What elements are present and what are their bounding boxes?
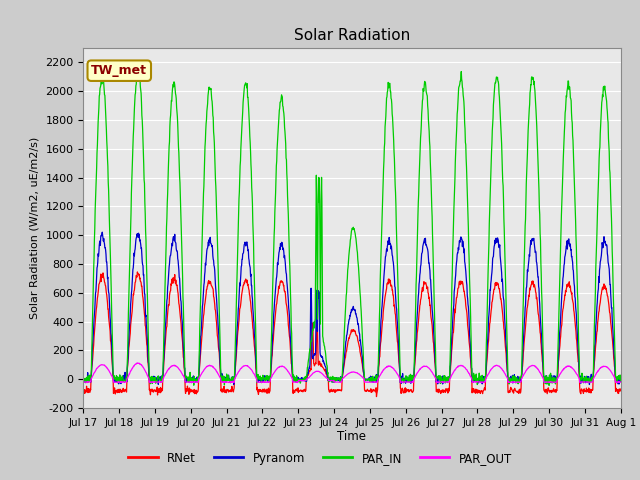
RNet bbox=[506, 386, 514, 392]
PAR_IN bbox=[199, 204, 207, 210]
Line: PAR_OUT: PAR_OUT bbox=[83, 363, 621, 383]
PAR_IN bbox=[134, 62, 141, 68]
X-axis label: Time: Time bbox=[337, 431, 367, 444]
Text: TW_met: TW_met bbox=[92, 64, 147, 77]
PAR_OUT bbox=[200, 368, 207, 374]
PAR_OUT bbox=[554, 375, 561, 381]
Pyranom bbox=[259, 378, 267, 384]
PAR_OUT bbox=[506, 379, 514, 385]
Line: PAR_IN: PAR_IN bbox=[83, 65, 621, 385]
PAR_OUT bbox=[617, 379, 625, 385]
Pyranom bbox=[79, 374, 87, 380]
PAR_IN bbox=[259, 374, 267, 380]
RNet bbox=[554, 373, 561, 379]
RNet bbox=[372, 394, 380, 399]
Y-axis label: Solar Radiation (W/m2, uE/m2/s): Solar Radiation (W/m2, uE/m2/s) bbox=[29, 137, 40, 319]
RNet bbox=[617, 386, 625, 392]
PAR_IN bbox=[506, 375, 514, 381]
PAR_IN bbox=[79, 379, 87, 385]
RNet bbox=[79, 387, 87, 393]
PAR_OUT bbox=[260, 379, 268, 385]
PAR_OUT bbox=[148, 380, 156, 385]
PAR_OUT bbox=[436, 379, 444, 385]
PAR_IN bbox=[436, 376, 444, 382]
PAR_IN bbox=[186, 370, 194, 375]
Title: Solar Radiation: Solar Radiation bbox=[294, 28, 410, 43]
PAR_IN bbox=[617, 373, 625, 379]
Pyranom bbox=[586, 382, 593, 387]
Pyranom bbox=[617, 376, 625, 382]
RNet bbox=[199, 318, 207, 324]
RNet bbox=[186, 387, 194, 393]
PAR_OUT bbox=[134, 360, 141, 366]
PAR_OUT bbox=[187, 379, 195, 384]
PAR_IN bbox=[545, 383, 553, 388]
RNet bbox=[436, 388, 444, 394]
Pyranom bbox=[554, 376, 561, 382]
Legend: RNet, Pyranom, PAR_IN, PAR_OUT: RNet, Pyranom, PAR_IN, PAR_OUT bbox=[124, 447, 516, 469]
Pyranom bbox=[186, 376, 194, 382]
Line: RNet: RNet bbox=[83, 272, 621, 396]
Pyranom bbox=[99, 229, 106, 235]
PAR_OUT bbox=[79, 379, 87, 385]
Line: Pyranom: Pyranom bbox=[83, 232, 621, 384]
Pyranom bbox=[506, 375, 514, 381]
RNet bbox=[134, 269, 141, 275]
PAR_IN bbox=[554, 359, 561, 365]
Pyranom bbox=[436, 376, 444, 382]
Pyranom bbox=[199, 294, 207, 300]
RNet bbox=[259, 388, 267, 394]
